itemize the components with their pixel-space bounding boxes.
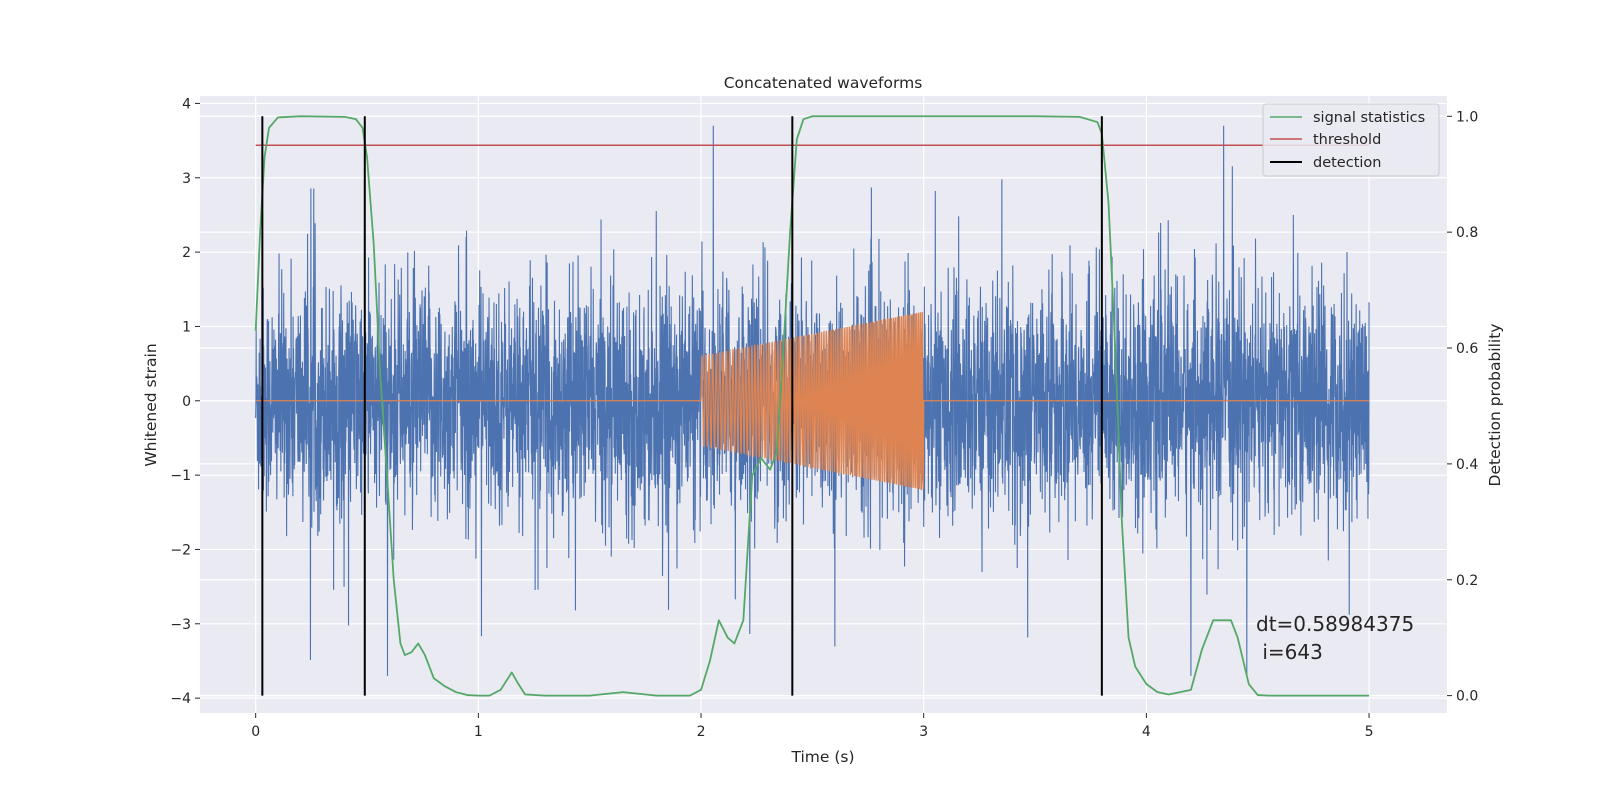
y-tick-label: 0 [182,394,191,410]
legend-label-threshold: threshold [1313,132,1381,148]
y2-tick-label: 0.2 [1456,573,1478,589]
y-tick-label: 2 [182,245,191,261]
y2-tick-label: 0.0 [1456,689,1478,705]
y2-tick-label: 0.8 [1456,225,1478,241]
annotation-dt: dt=0.58984375 [1256,612,1414,636]
y-tick-label: −2 [170,542,191,558]
x-tick-label: 5 [1365,724,1374,740]
x-tick-label: 0 [251,724,260,740]
y-axis-right: 0.0 0.2 0.4 0.6 0.8 1.0 [1447,109,1478,705]
annotation-i: i=643 [1256,640,1323,664]
y-tick-label: 3 [182,171,191,187]
y2-tick-label: 1.0 [1456,109,1478,125]
y-tick-label: −4 [170,691,191,707]
legend-box [1262,103,1440,177]
y-tick-label: −1 [170,468,191,484]
y-axis-label: Whitened strain [142,343,160,466]
y-tick-label: 1 [182,319,191,335]
series-injected-signal [255,311,1370,490]
x-tick-label: 1 [474,724,483,740]
series-layer [254,115,1370,697]
y2-tick-label: 0.4 [1456,457,1478,473]
y2-tick-label: 0.6 [1456,341,1478,357]
y2-axis-label: Detection probability [1486,324,1504,487]
chart-title: Concatenated waveforms [724,74,923,92]
y-tick-label: −3 [170,617,191,633]
y-tick-label: 4 [182,96,191,112]
legend-label-detection: detection [1313,155,1381,171]
x-axis-label: Time (s) [790,748,854,766]
x-tick-label: 3 [919,724,928,740]
legend-label-signal: signal statistics [1313,110,1425,126]
series-signal-statistics [254,115,1370,697]
y-axis-left: −4 −3 −2 −1 0 1 2 3 4 [170,96,200,707]
x-tick-label: 4 [1142,724,1151,740]
x-axis: 0 1 2 3 4 5 [251,713,1374,740]
x-tick-label: 2 [697,724,706,740]
legend: signal statistics threshold detection [1262,103,1440,177]
